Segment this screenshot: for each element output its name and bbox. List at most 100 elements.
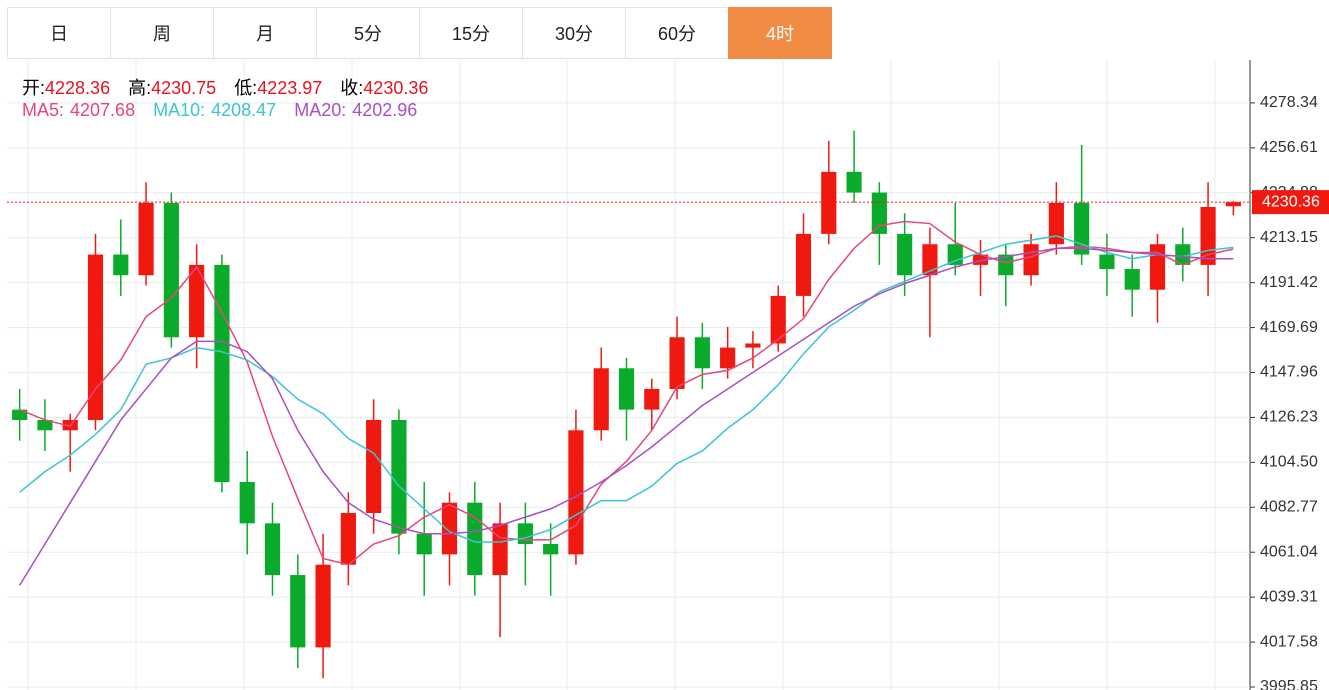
legend-value: 4208.47 — [211, 100, 277, 120]
y-tick-label: 4213.15 — [1260, 229, 1318, 246]
candle-body — [947, 244, 963, 265]
info-item: 低:4223.97 — [234, 74, 322, 100]
candle-body — [189, 264, 205, 338]
candle-body — [543, 544, 559, 555]
y-tick-label: 4104.50 — [1260, 454, 1318, 471]
y-tick-label: 3995.85 — [1260, 678, 1318, 690]
ma-line — [19, 235, 1234, 543]
tab[interactable]: 60分 — [625, 7, 729, 59]
legend-name: MA10: — [153, 100, 206, 120]
candle-body — [315, 564, 331, 648]
candle-body — [1149, 244, 1166, 290]
candle-body — [340, 513, 356, 565]
info-value: 4230.36 — [363, 78, 429, 98]
candle-body — [669, 337, 685, 389]
candle-body — [745, 343, 761, 348]
info-label: 开: — [22, 78, 46, 98]
candle-body — [163, 202, 179, 338]
legend-name: MA5: — [22, 100, 65, 120]
candle-body — [821, 171, 837, 234]
candle-body — [1023, 244, 1039, 276]
ohlc-info: 开:4228.36 高:4230.75 低:4223.97 收:4230.36 — [22, 74, 428, 100]
info-value: 4223.97 — [257, 78, 323, 98]
candle-body — [795, 233, 812, 296]
candle-body — [1074, 202, 1090, 255]
legend-item: MA5: 4207.68 — [22, 100, 135, 121]
candle-body — [290, 575, 306, 648]
candle-body — [1048, 202, 1064, 245]
candle-body — [441, 502, 458, 555]
legend-value: 4207.68 — [70, 100, 136, 120]
tab[interactable]: 日 — [7, 7, 111, 59]
legend-value: 4202.96 — [352, 100, 418, 120]
y-tick-label: 4278.34 — [1260, 94, 1318, 111]
vertical-grid — [27, 60, 1216, 690]
candle-body — [138, 202, 154, 276]
info-value: 4228.36 — [45, 78, 111, 98]
y-tick-label: 4061.04 — [1260, 543, 1318, 560]
candle-body — [113, 254, 129, 276]
info-value: 4230.75 — [151, 78, 217, 98]
info-item: 收:4230.36 — [340, 74, 428, 100]
info-item: 开:4228.36 — [22, 74, 110, 100]
y-tick-label: 4039.31 — [1260, 588, 1318, 605]
candle-body — [568, 430, 584, 555]
legend-name: MA20: — [294, 100, 347, 120]
candle-body — [972, 254, 989, 265]
candle-body — [87, 254, 104, 420]
candle-body — [998, 254, 1014, 276]
info-item: 高:4230.75 — [128, 74, 216, 100]
candle-body — [1225, 202, 1241, 207]
candle-body — [214, 264, 230, 482]
candle-body — [922, 244, 938, 276]
tab[interactable]: 5分 — [316, 7, 420, 59]
candle-body — [720, 347, 736, 369]
candle-body — [897, 233, 913, 276]
info-label: 收: — [340, 78, 364, 98]
last-price-label: 4230.36 — [1262, 193, 1320, 210]
y-tick-label: 4126.23 — [1260, 409, 1318, 426]
candle-body — [467, 502, 483, 576]
candle-body — [1099, 254, 1115, 270]
y-tick-label: 4082.77 — [1260, 499, 1318, 516]
candle-body — [644, 388, 660, 410]
candle-body — [517, 523, 533, 545]
candle-body — [239, 481, 255, 524]
ma-legend: MA5: 4207.68 MA10: 4208.47 MA20: 4202.96 — [22, 100, 417, 121]
candle-body — [871, 192, 887, 234]
candle-body — [391, 419, 407, 534]
y-tick-label: 4191.42 — [1260, 274, 1318, 291]
candle-body — [264, 523, 281, 576]
y-tick-label: 4169.69 — [1260, 319, 1318, 336]
legend-item: MA10: 4208.47 — [153, 100, 276, 121]
candle-body — [593, 368, 609, 431]
candle-body — [416, 533, 432, 555]
candle-body — [618, 368, 635, 410]
candle-body — [770, 295, 786, 344]
candle-body — [1175, 244, 1191, 265]
candle-body — [366, 419, 382, 514]
candle-body — [694, 337, 710, 369]
tab[interactable]: 周 — [110, 7, 214, 59]
ma-line — [19, 220, 1234, 566]
candle-body — [37, 419, 53, 431]
candle-body — [1124, 269, 1140, 290]
y-tick-label: 4017.58 — [1260, 633, 1318, 650]
tab[interactable]: 4时 — [728, 7, 832, 59]
last-price-box — [1252, 190, 1329, 215]
candle-body — [492, 523, 508, 576]
y-tick-label: 4147.96 — [1260, 364, 1318, 381]
y-tick-label: 4256.61 — [1260, 139, 1318, 156]
info-label: 低: — [234, 78, 258, 98]
tab[interactable]: 月 — [213, 7, 317, 59]
ma-line — [19, 247, 1234, 586]
tab[interactable]: 15分 — [419, 7, 523, 59]
candle-body — [846, 171, 862, 193]
legend-item: MA20: 4202.96 — [294, 100, 417, 121]
timeframe-tabs: 日周月 5分 15分 30分 60分 4时 — [7, 7, 832, 59]
candle-body — [12, 409, 28, 420]
info-label: 高: — [128, 78, 152, 98]
tab[interactable]: 30分 — [522, 7, 626, 59]
